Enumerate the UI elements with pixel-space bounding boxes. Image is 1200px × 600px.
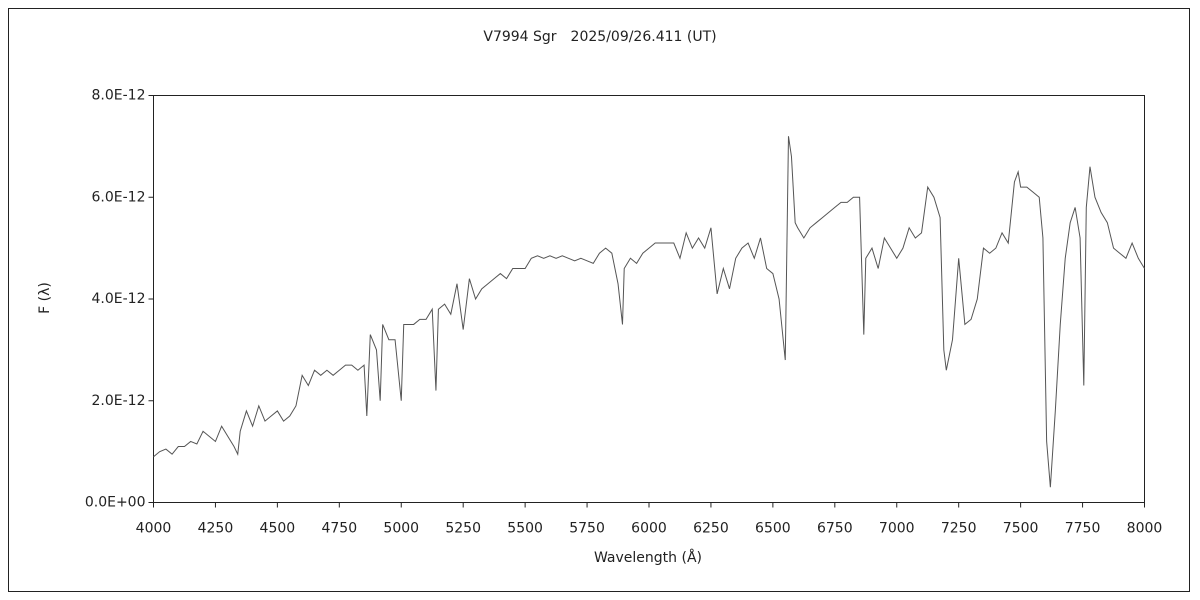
x-tick-label: 6500 xyxy=(755,521,791,537)
spectrum-line xyxy=(153,136,1145,488)
x-tick-label: 4750 xyxy=(321,521,357,537)
frame xyxy=(8,8,1190,592)
x-tick-label: 4250 xyxy=(198,521,234,537)
x-axis-label: Wavelength (Å) xyxy=(594,549,702,566)
y-tick-label: 8.0E-12 xyxy=(92,88,146,104)
chart-title: V7994 Sgr 2025/09/26.411 (UT) xyxy=(483,29,716,45)
y-tick-label: 0.0E+00 xyxy=(85,495,146,511)
x-tick-label: 6000 xyxy=(631,521,667,537)
x-tick-label: 7500 xyxy=(1003,521,1039,537)
x-tick-label: 7000 xyxy=(879,521,915,537)
x-tick-label: 4000 xyxy=(136,521,172,537)
x-tick-label: 4500 xyxy=(260,521,296,537)
y-axis-label: F (λ) xyxy=(37,282,53,314)
y-tick-label: 6.0E-12 xyxy=(92,189,146,205)
x-tick-label: 7750 xyxy=(1065,521,1101,537)
x-tick-label: 5250 xyxy=(445,521,481,537)
x-tick-label: 6250 xyxy=(693,521,729,537)
x-tick-label: 6750 xyxy=(817,521,853,537)
x-tick-label: 5500 xyxy=(507,521,543,537)
x-tick-label: 5750 xyxy=(569,521,605,537)
x-tick-label: 5000 xyxy=(383,521,419,537)
x-tick-label: 7250 xyxy=(941,521,977,537)
y-tick-label: 4.0E-12 xyxy=(92,291,146,307)
x-tick-label: 8000 xyxy=(1127,521,1163,537)
y-tick-label: 2.0E-12 xyxy=(92,393,146,409)
